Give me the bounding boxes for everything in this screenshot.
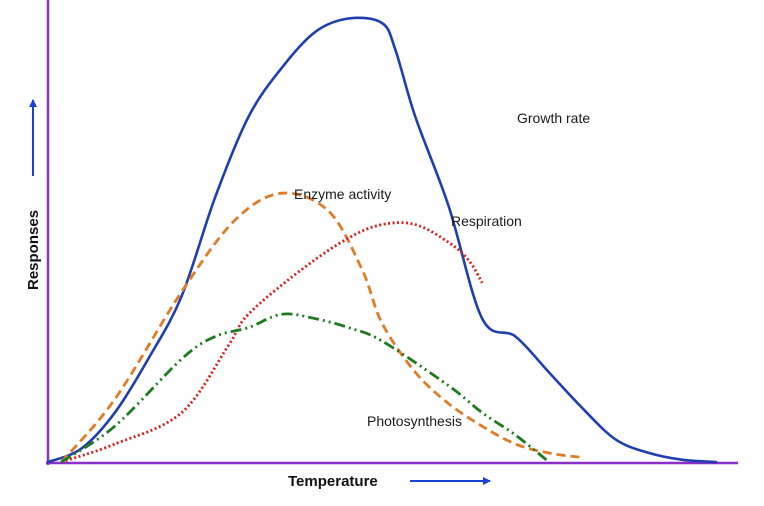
series-respiration [60,221,484,464]
label-respiration: Respiration [451,213,522,229]
y-axis-title: Responses [25,210,42,290]
series-layer [46,16,718,464]
label-photosynthesis: Photosynthesis [367,413,462,429]
series-growth-rate [46,16,718,464]
label-growth-rate: Growth rate [517,110,590,126]
label-enzyme-activity: Enzyme activity [294,186,391,202]
series-enzyme-activity [60,191,583,463]
series-photosynthesis [60,312,550,464]
x-axis-title: Temperature [288,473,378,490]
